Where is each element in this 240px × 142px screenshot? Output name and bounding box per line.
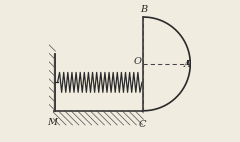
Text: B: B	[140, 5, 147, 14]
Text: O: O	[134, 57, 142, 66]
Text: C: C	[138, 120, 146, 129]
Text: A: A	[184, 60, 191, 69]
Text: M: M	[48, 118, 58, 127]
